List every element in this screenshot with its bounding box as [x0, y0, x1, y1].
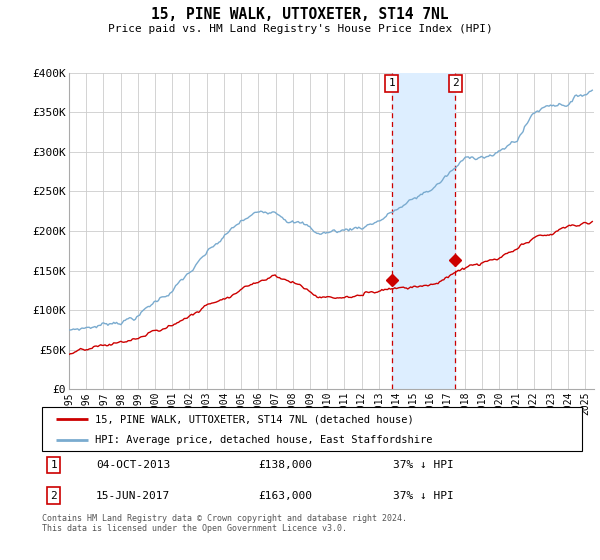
- Text: 2: 2: [452, 78, 459, 88]
- Bar: [392, 73, 455, 389]
- Text: Contains HM Land Registry data © Crown copyright and database right 2024.
This d: Contains HM Land Registry data © Crown c…: [42, 514, 407, 534]
- Text: Price paid vs. HM Land Registry's House Price Index (HPI): Price paid vs. HM Land Registry's House …: [107, 24, 493, 34]
- Text: 2: 2: [50, 491, 57, 501]
- Text: 15, PINE WALK, UTTOXETER, ST14 7NL: 15, PINE WALK, UTTOXETER, ST14 7NL: [151, 7, 449, 22]
- Text: 37% ↓ HPI: 37% ↓ HPI: [393, 460, 454, 470]
- Text: £138,000: £138,000: [258, 460, 312, 470]
- Text: HPI: Average price, detached house, East Staffordshire: HPI: Average price, detached house, East…: [95, 435, 433, 445]
- Text: £163,000: £163,000: [258, 491, 312, 501]
- Text: 37% ↓ HPI: 37% ↓ HPI: [393, 491, 454, 501]
- Text: 04-OCT-2013: 04-OCT-2013: [96, 460, 170, 470]
- Text: 1: 1: [50, 460, 57, 470]
- Text: 1: 1: [388, 78, 395, 88]
- Text: 15, PINE WALK, UTTOXETER, ST14 7NL (detached house): 15, PINE WALK, UTTOXETER, ST14 7NL (deta…: [95, 414, 413, 424]
- Text: 15-JUN-2017: 15-JUN-2017: [96, 491, 170, 501]
